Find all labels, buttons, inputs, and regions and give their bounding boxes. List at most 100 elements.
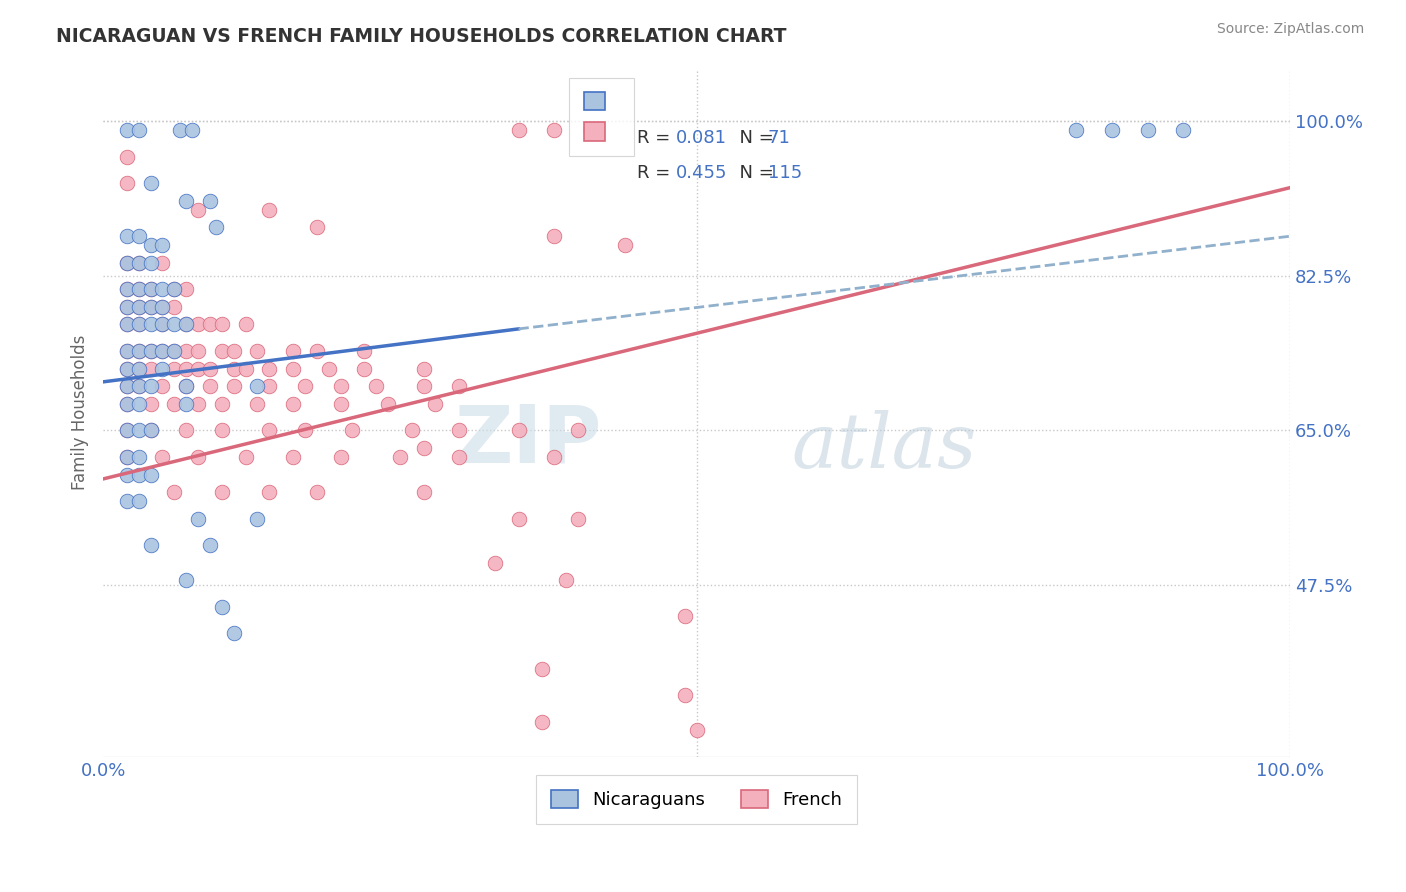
- Point: [543, 229, 565, 244]
- Text: 0.455: 0.455: [676, 163, 728, 182]
- Point: [152, 361, 174, 376]
- Point: [152, 300, 174, 314]
- Point: [174, 397, 197, 411]
- Point: [181, 123, 204, 137]
- Point: [128, 229, 150, 244]
- Point: [174, 379, 197, 393]
- Point: [139, 423, 162, 437]
- Point: [163, 300, 186, 314]
- Point: [412, 361, 434, 376]
- Point: [187, 361, 209, 376]
- Point: [187, 343, 209, 358]
- Point: [115, 300, 138, 314]
- Point: [259, 202, 281, 217]
- Point: [294, 423, 316, 437]
- Point: [128, 379, 150, 393]
- Point: [128, 379, 150, 393]
- Point: [128, 494, 150, 508]
- Point: [115, 397, 138, 411]
- Point: [115, 176, 138, 190]
- Point: [174, 343, 197, 358]
- Point: [128, 123, 150, 137]
- Text: atlas: atlas: [792, 410, 977, 484]
- Point: [174, 318, 197, 332]
- Point: [128, 450, 150, 464]
- Point: [531, 662, 554, 676]
- Point: [174, 194, 197, 208]
- Point: [128, 256, 150, 270]
- Point: [187, 511, 209, 525]
- Point: [139, 397, 162, 411]
- Point: [139, 343, 162, 358]
- Point: [425, 397, 447, 411]
- Point: [163, 318, 186, 332]
- Point: [128, 300, 150, 314]
- Point: [139, 176, 162, 190]
- Point: [187, 202, 209, 217]
- Point: [187, 397, 209, 411]
- Point: [139, 423, 162, 437]
- Point: [685, 723, 707, 738]
- Point: [115, 300, 138, 314]
- Point: [128, 397, 150, 411]
- Point: [128, 256, 150, 270]
- Point: [388, 450, 411, 464]
- Point: [174, 574, 197, 588]
- Point: [235, 361, 257, 376]
- Point: [115, 361, 138, 376]
- Point: [508, 511, 530, 525]
- Point: [115, 123, 138, 137]
- Point: [128, 467, 150, 482]
- Point: [115, 256, 138, 270]
- Point: [508, 423, 530, 437]
- Point: [567, 423, 589, 437]
- Point: [412, 379, 434, 393]
- Point: [673, 608, 696, 623]
- Point: [198, 194, 221, 208]
- Y-axis label: Family Households: Family Households: [72, 335, 89, 491]
- Point: [139, 282, 162, 296]
- Point: [305, 343, 328, 358]
- Point: [198, 538, 221, 552]
- Point: [174, 361, 197, 376]
- Text: N =: N =: [728, 163, 780, 182]
- Point: [128, 361, 150, 376]
- Point: [259, 361, 281, 376]
- Point: [139, 318, 162, 332]
- Point: [139, 238, 162, 252]
- Point: [115, 379, 138, 393]
- Point: [329, 397, 352, 411]
- Point: [578, 123, 600, 137]
- Point: [281, 343, 304, 358]
- Point: [174, 318, 197, 332]
- Point: [259, 485, 281, 500]
- Text: R =: R =: [637, 163, 676, 182]
- Point: [508, 123, 530, 137]
- Point: [128, 282, 150, 296]
- Point: [222, 361, 245, 376]
- Point: [353, 361, 375, 376]
- Point: [152, 238, 174, 252]
- Point: [198, 318, 221, 332]
- Point: [163, 361, 186, 376]
- Point: [115, 318, 138, 332]
- Point: [246, 379, 269, 393]
- Text: 71: 71: [768, 129, 790, 147]
- Point: [115, 379, 138, 393]
- Point: [128, 282, 150, 296]
- Point: [128, 423, 150, 437]
- Point: [449, 379, 471, 393]
- Point: [412, 441, 434, 455]
- Point: [377, 397, 399, 411]
- Point: [211, 599, 233, 614]
- Point: [329, 450, 352, 464]
- Point: [281, 361, 304, 376]
- Point: [115, 256, 138, 270]
- Point: [115, 467, 138, 482]
- Point: [246, 511, 269, 525]
- Point: [152, 450, 174, 464]
- Point: [235, 450, 257, 464]
- Point: [139, 343, 162, 358]
- Point: [1101, 123, 1123, 137]
- Point: [115, 397, 138, 411]
